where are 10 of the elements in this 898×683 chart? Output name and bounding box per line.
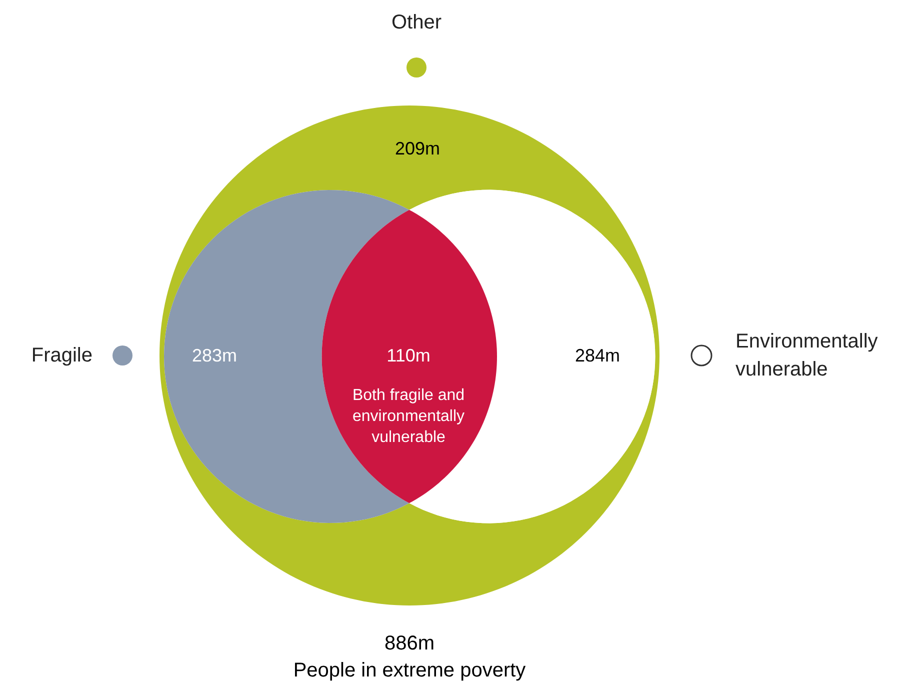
category-label: Other	[391, 12, 442, 34]
category-label: Both fragile and environmentally vulnerable	[352, 387, 465, 446]
data-label: 110m	[386, 346, 430, 366]
data-label: 209m	[394, 138, 440, 158]
text: People in extreme poverty	[293, 660, 526, 682]
category-label: Fragile	[31, 344, 93, 366]
category-label: Environmentally vulnerable	[736, 330, 878, 380]
data-label: 284m	[574, 346, 620, 366]
text: 886m	[384, 632, 435, 654]
data-label: 283m	[192, 346, 238, 366]
